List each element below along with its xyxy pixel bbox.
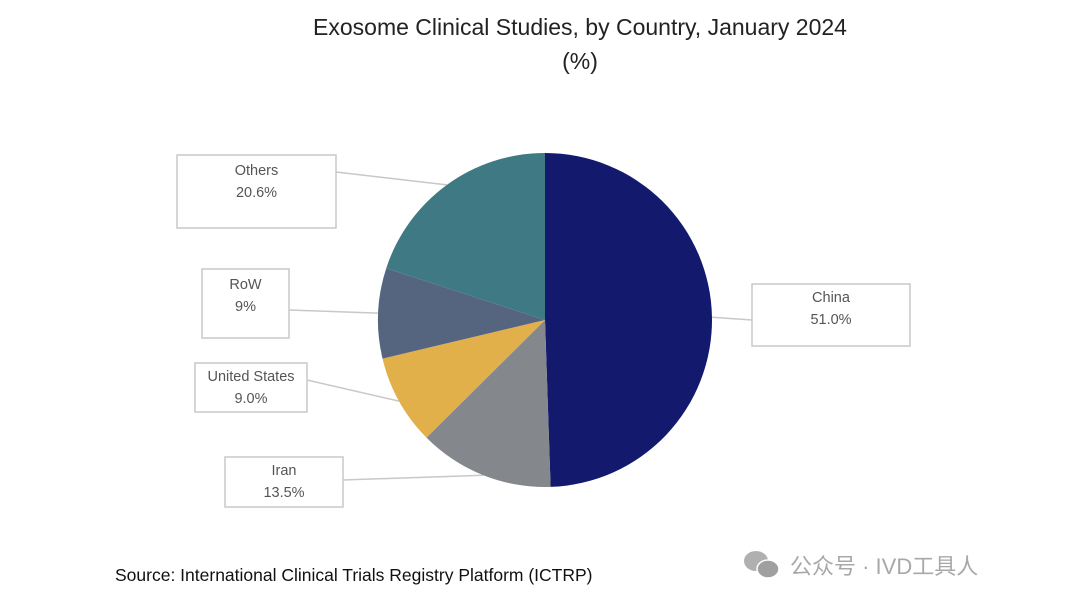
label-box bbox=[194, 362, 308, 413]
pie-slice-others bbox=[386, 153, 545, 320]
leader-line bbox=[335, 171, 448, 186]
label-name: Iran bbox=[271, 463, 297, 479]
pie-slice-row bbox=[378, 268, 545, 359]
label-box bbox=[224, 456, 344, 508]
chart-title: Exosome Clinical Studies, by Country, Ja… bbox=[313, 14, 847, 40]
label-value: 20.6% bbox=[235, 185, 278, 201]
label-united-states: United States 9.0% bbox=[195, 366, 307, 410]
label-box bbox=[201, 268, 290, 339]
label-row: RoW 9% bbox=[202, 274, 289, 318]
label-value: 51.0% bbox=[810, 312, 852, 328]
leader-line bbox=[342, 474, 484, 481]
pie-slice-china bbox=[545, 153, 712, 487]
wechat-icon bbox=[744, 551, 780, 579]
label-box bbox=[751, 283, 911, 347]
pie-slice-united-states bbox=[382, 320, 545, 438]
leader-line bbox=[711, 316, 753, 321]
label-iran: Iran 13.5% bbox=[225, 460, 343, 504]
chart-subtitle: (%) bbox=[562, 48, 598, 74]
label-china: China 51.0% bbox=[752, 287, 910, 331]
label-name: RoW bbox=[229, 277, 262, 293]
label-value: 9.0% bbox=[234, 391, 268, 407]
label-name: United States bbox=[207, 369, 295, 385]
label-value: 13.5% bbox=[263, 485, 305, 501]
watermark-text: 公众号 · IVD工具人 bbox=[790, 554, 979, 579]
label-name: Others bbox=[234, 163, 279, 179]
leader-line bbox=[306, 379, 400, 402]
leader-line bbox=[288, 309, 379, 314]
watermark: 公众号 · IVD工具人 bbox=[742, 549, 978, 581]
label-name: China bbox=[812, 290, 850, 306]
label-value: 9% bbox=[235, 299, 256, 315]
source-note: Source: International Clinical Trials Re… bbox=[115, 565, 593, 585]
label-box bbox=[176, 154, 337, 229]
label-others: Others 20.6% bbox=[177, 160, 336, 204]
pie-slice-iran bbox=[426, 320, 551, 487]
